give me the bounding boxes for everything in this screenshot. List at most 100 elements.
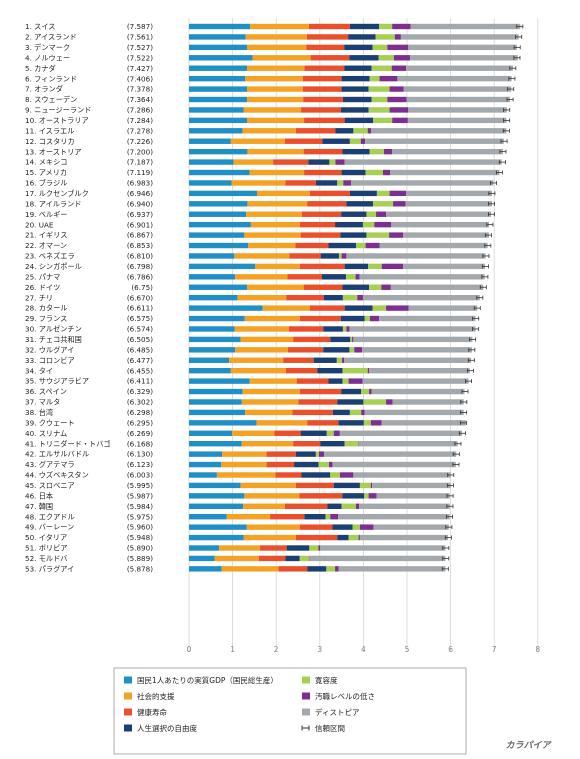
bar-segment [368,493,377,499]
bar-segment [230,138,285,144]
bar-segment [299,524,333,530]
bar-segment [335,221,363,228]
bar-segment [338,566,446,572]
x-tick-label: 4 [361,645,366,654]
legend-swatch [124,692,132,700]
bar-segment [299,388,342,395]
bar-segment [359,482,371,489]
bar-segment [336,357,343,363]
bar-segment [371,388,465,395]
bar-segment [189,274,236,280]
country-label: 6. フィンランド [25,74,77,83]
country-label: 41. トリニダード・トバゴ [25,439,111,448]
bar-segment [300,232,341,238]
legend-label: ディストピア [315,707,359,717]
bar-segment [249,378,297,384]
bar-segment [189,242,249,249]
bar-segment [189,34,246,40]
bar-segment [315,451,319,457]
legend-label: 信頼区間 [315,723,345,733]
bar-row [189,96,514,103]
bar-segment [301,472,331,478]
bar-segment [189,378,250,384]
bar-segment [342,148,370,155]
bar-segment [332,409,350,416]
bar-segment [189,169,250,176]
bar-segment [372,201,394,207]
x-tick-label: 8 [535,645,540,654]
bar-segment [302,86,342,92]
bar-segment [287,347,324,353]
x-tick-label: 1 [230,645,235,654]
score-label: (6.611) [127,304,153,313]
bar-segment [357,294,363,301]
bar-segment [323,326,343,332]
bar-segment [337,180,344,186]
bar-segment [189,347,236,353]
bar-segment [360,138,366,144]
bar-segment [339,430,462,436]
bar-segment [320,545,446,551]
bar-segment [222,451,267,457]
bar-segment [345,274,356,280]
bar-segment [275,472,302,478]
bar-segment [341,253,347,259]
bar-segment [189,524,247,530]
bar-segment [378,55,394,61]
legend-swatch [124,708,132,716]
bar-segment [391,221,489,228]
country-label: 52. モルドバ [25,554,67,563]
score-label: (5.890) [127,544,153,553]
bar-segment [383,148,393,155]
bar-segment [189,159,234,165]
bar-row [189,190,496,197]
legend-label: 寛容度 [315,675,338,685]
bar-segment [389,86,404,92]
bar-segment [302,75,342,82]
bar-segment [340,315,365,322]
bar-segment [246,86,303,92]
bar-segment [307,201,347,207]
country-label: 31. チェコ共和国 [25,335,82,344]
bar-segment [235,347,288,353]
bar-segment [369,367,470,374]
bar-segment [332,524,353,530]
legend-label: 人生選択の自由度 [137,723,197,733]
country-label: 33. コロンビア [25,356,75,365]
country-label: 8. スウェーデン [25,95,77,104]
bar-segment [372,482,451,489]
bar-segment [189,493,245,499]
x-tick-label: 7 [492,645,497,654]
bar-segment [341,388,362,395]
bar-segment [295,242,329,249]
country-label: 1. スイス [25,22,56,31]
bar-segment [346,201,373,207]
bar-segment [359,274,485,280]
bar-segment [339,472,354,478]
bar-segment [372,117,393,124]
score-label: (6.302) [127,398,153,407]
bar-segment [387,44,409,51]
bar-segment [369,315,380,322]
score-label: (6.298) [127,408,153,417]
bar-segment [304,65,345,71]
bar-segment [364,409,464,416]
bar-segment [234,253,290,259]
bar-segment [403,232,489,238]
score-label: (6.670) [127,293,153,302]
bar-segment [229,357,284,363]
bar-row [189,503,454,509]
bar-segment [342,493,365,499]
country-label: 26. ドイツ [25,283,60,292]
bar-segment [368,263,382,270]
legend-label: 社会的支援 [137,691,175,701]
bar-segment [352,524,360,530]
bar-segment [320,253,339,259]
bar-segment [189,451,223,457]
bar-segment [359,503,450,509]
bar-segment [342,326,347,332]
bar-row [189,242,492,249]
bar-segment [337,399,364,405]
bar-segment [189,388,243,395]
